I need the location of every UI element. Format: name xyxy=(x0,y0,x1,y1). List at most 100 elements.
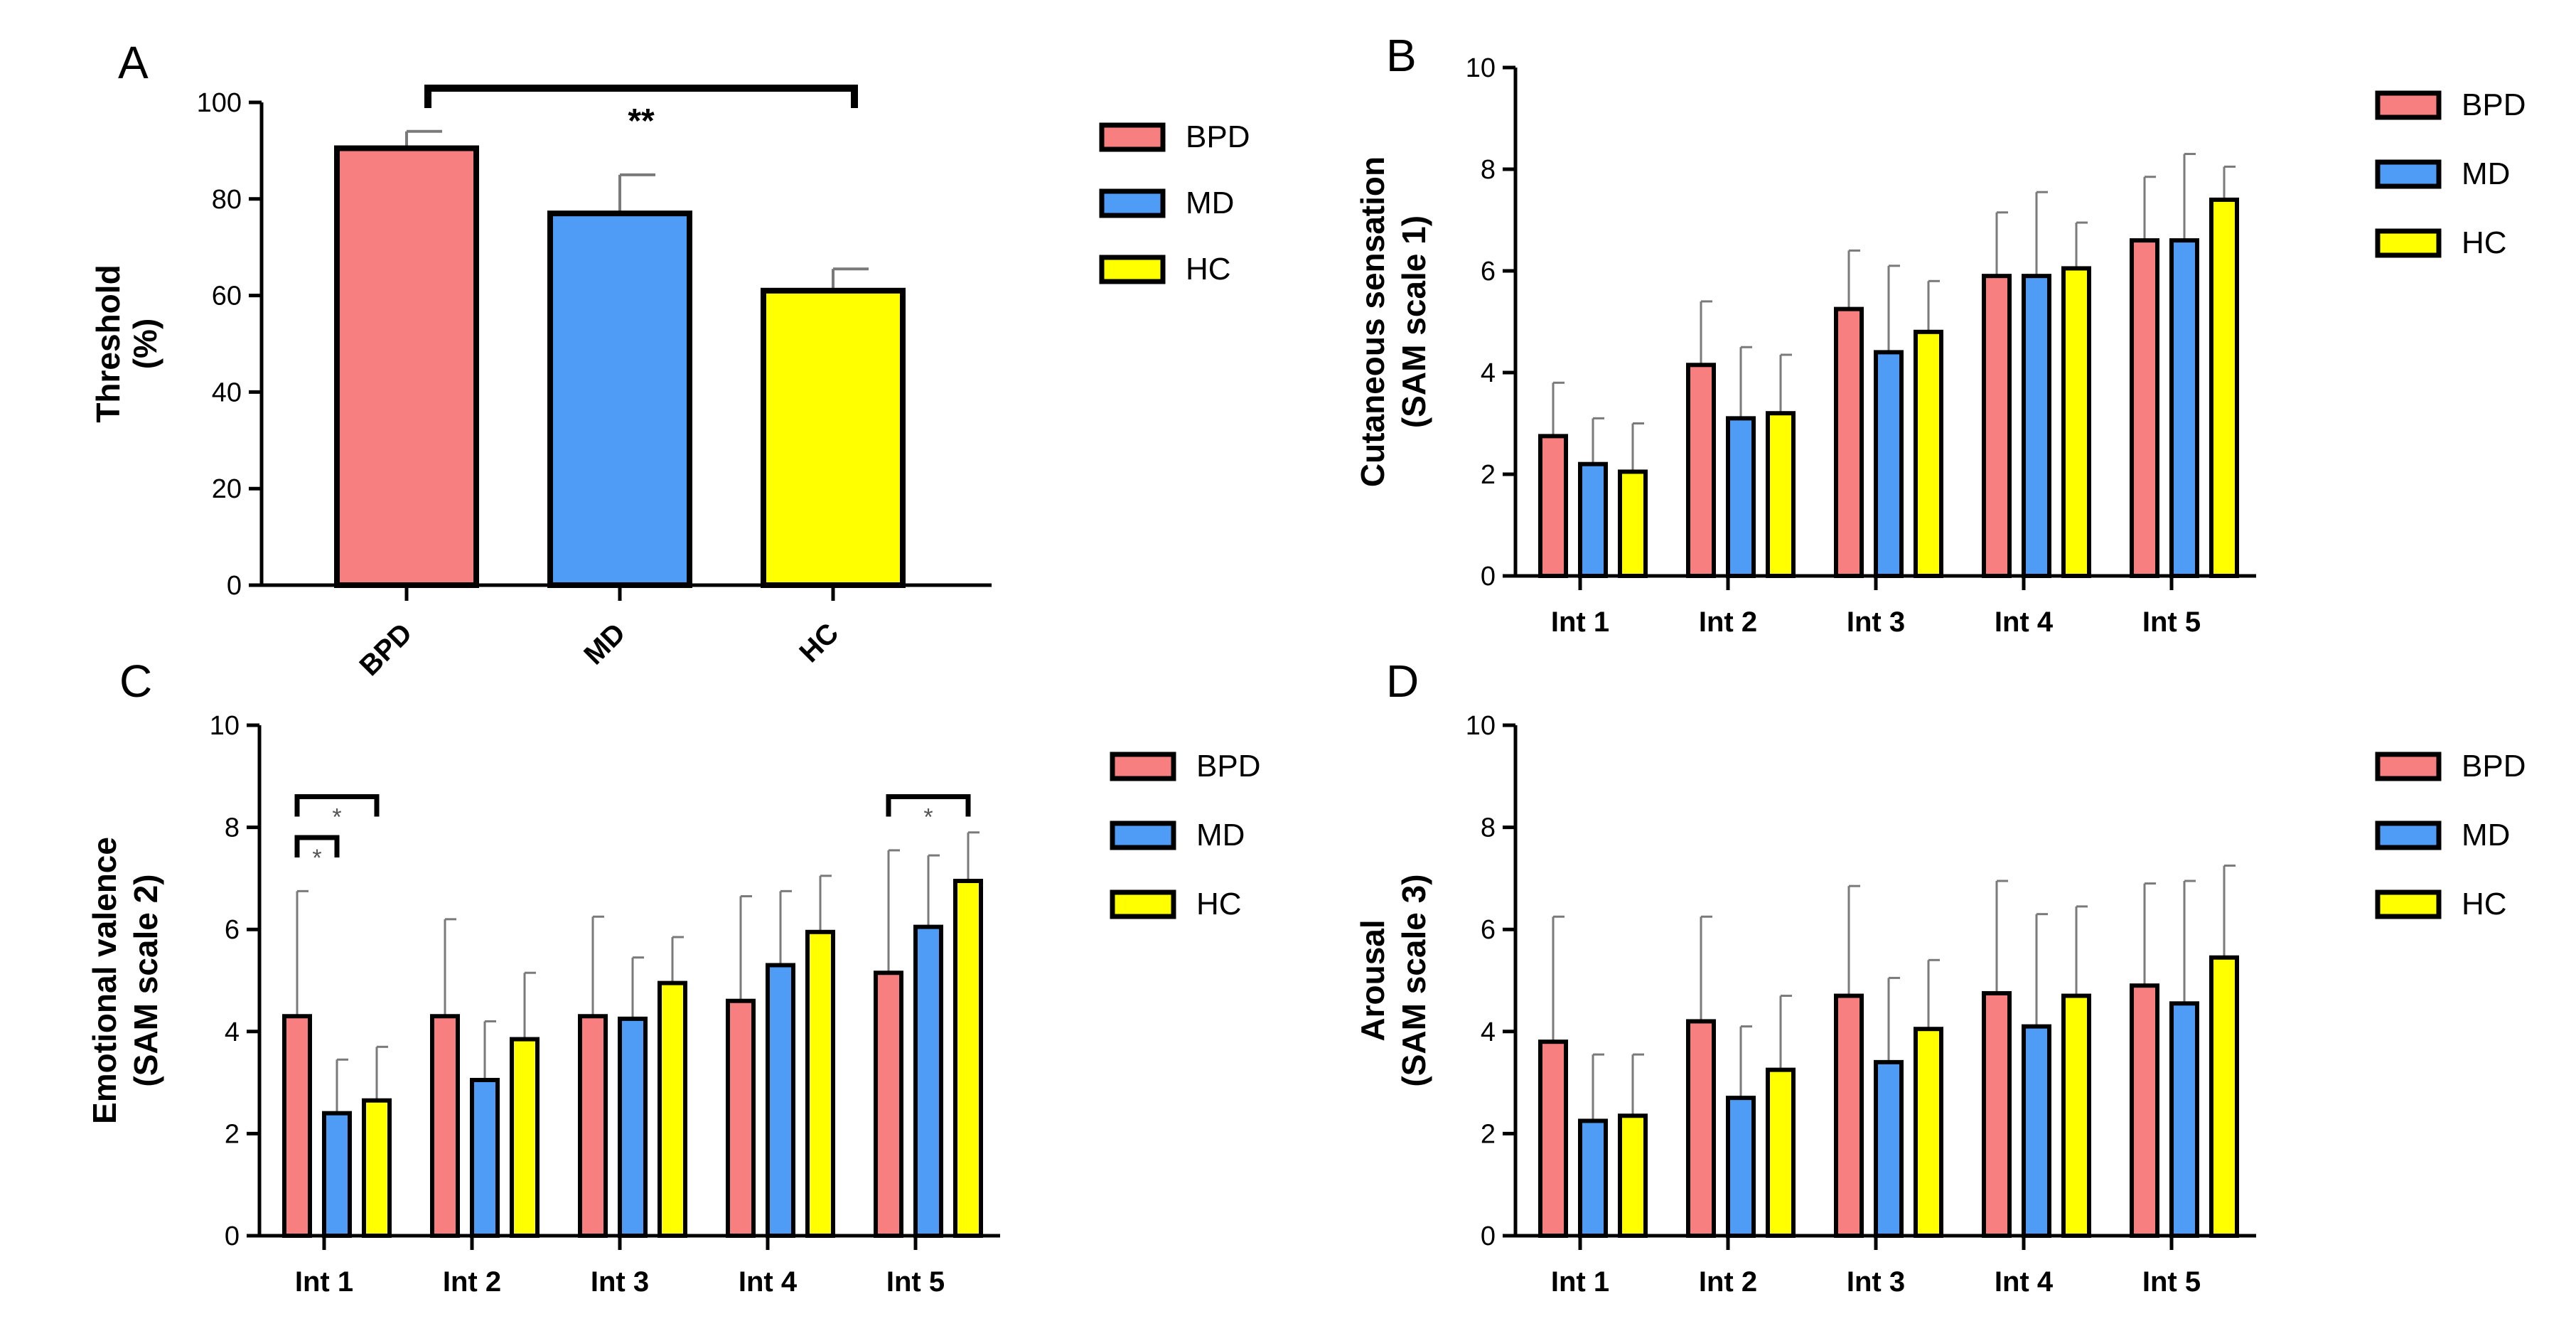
legend-swatch-hc xyxy=(2375,228,2442,258)
bar-bpd xyxy=(2130,238,2159,578)
legend-label: HC xyxy=(1196,887,1242,921)
bar-hc xyxy=(2209,955,2239,1238)
x-tick-label: Int 1 xyxy=(1551,606,1609,638)
bar-md xyxy=(618,1016,648,1238)
bar-bpd xyxy=(282,1014,312,1238)
legend-label: BPD xyxy=(1196,749,1260,784)
bar-bpd xyxy=(1538,1039,1568,1239)
y-axis-label: Emotional valence (SAM scale 2) xyxy=(86,837,164,1124)
bar-md xyxy=(2022,274,2051,578)
x-tick-label: Int 2 xyxy=(1699,606,1757,638)
legend-label: HC xyxy=(2462,225,2507,260)
y-tick-label: 4 xyxy=(1481,1017,1496,1047)
y-tick-label: 2 xyxy=(1481,1119,1496,1149)
bar-hc xyxy=(805,929,835,1239)
y-tick-label: 10 xyxy=(1466,711,1496,741)
significance-bracket xyxy=(294,794,380,817)
y-axis-label-line: (SAM scale 2) xyxy=(127,874,164,1086)
legend-label: BPD xyxy=(2462,749,2526,784)
y-axis-label-line: (SAM scale 3) xyxy=(1395,874,1432,1086)
y-tick-label: 10 xyxy=(1466,53,1496,83)
bar-md xyxy=(1726,416,1756,578)
bar-md xyxy=(1726,1096,1756,1239)
x-tick-label: Int 3 xyxy=(591,1266,649,1298)
legend-label: BPD xyxy=(2462,87,2526,122)
panel-b: B 0 2 4 6 8 10 Cutaneous sensation (SAM scale 1)… xyxy=(1354,30,2526,638)
y-tick-label: 4 xyxy=(1481,358,1496,388)
x-tick-label: Int 4 xyxy=(1995,606,2054,638)
legend-label: MD xyxy=(1196,818,1245,852)
bar-bpd xyxy=(430,1014,460,1238)
y-tick-label: 4 xyxy=(225,1017,240,1047)
bar-hc xyxy=(1766,411,1796,579)
bar-md xyxy=(2169,1001,2199,1239)
bar-md xyxy=(547,210,692,589)
significance-bracket xyxy=(424,85,858,108)
panel-letter: B xyxy=(1386,30,1417,81)
bar-hc xyxy=(1618,469,1648,578)
significance-label: ** xyxy=(628,102,655,140)
bar-bpd xyxy=(1538,434,1568,578)
bar-hc xyxy=(2061,266,2091,578)
legend-swatch-hc xyxy=(1110,889,1176,919)
significance-label: * xyxy=(312,845,321,872)
bar-hc xyxy=(2061,993,2091,1239)
legend-swatch-md xyxy=(2375,820,2442,850)
x-tick-label: Int 2 xyxy=(443,1266,501,1298)
legend-swatch-bpd xyxy=(1099,122,1166,152)
bar-bpd xyxy=(1834,993,1864,1239)
panel-letter: D xyxy=(1386,656,1419,707)
y-tick-label: 0 xyxy=(1481,1222,1496,1251)
legend-label: HC xyxy=(2462,887,2507,921)
x-tick-label: Int 1 xyxy=(295,1266,353,1298)
panel-d: D 0 2 4 6 8 10 Arousal (SAM scale 3) Int 1 Int 2 In… xyxy=(1354,656,2526,1298)
x-tick-label: Int 5 xyxy=(2142,1266,2201,1298)
bar-md xyxy=(2022,1024,2051,1238)
bar-bpd xyxy=(2130,983,2159,1239)
legend-swatch-bpd xyxy=(2375,752,2442,781)
significance-bracket xyxy=(294,835,340,857)
bar-md xyxy=(322,1111,352,1239)
bar-md xyxy=(1874,1059,1904,1238)
bar-md xyxy=(1874,350,1904,578)
bar-md xyxy=(2169,238,2199,578)
significance-bracket xyxy=(886,794,971,817)
x-tick-label: Int 5 xyxy=(886,1266,945,1298)
y-axis-label-line: Cutaneous sensation xyxy=(1354,156,1391,487)
bar-hc xyxy=(953,878,983,1238)
y-tick-label: 0 xyxy=(1481,562,1496,592)
bar-hc xyxy=(1914,1027,1943,1238)
y-tick-label: 8 xyxy=(1481,155,1496,185)
y-tick-label: 100 xyxy=(197,88,242,118)
y-tick-label: 10 xyxy=(210,711,240,741)
x-tick-label: Int 3 xyxy=(1847,1266,1905,1298)
y-tick-label: 6 xyxy=(225,915,240,945)
y-axis-label: Cutaneous sensation (SAM scale 1) xyxy=(1354,156,1432,487)
bar-bpd xyxy=(1834,306,1864,578)
y-axis-label: Arousal (SAM scale 3) xyxy=(1354,874,1432,1086)
x-tick-label: Int 3 xyxy=(1847,606,1905,638)
bar-bpd xyxy=(1982,274,2012,578)
bar-hc xyxy=(2209,197,2239,578)
bar-hc xyxy=(658,980,687,1238)
y-axis-label-line: Threshold xyxy=(90,264,127,422)
bar-bpd xyxy=(578,1014,608,1238)
bar-hc xyxy=(761,287,906,588)
panel-letter: A xyxy=(118,37,149,88)
legend-label: HC xyxy=(1186,252,1231,287)
bar-hc xyxy=(1914,329,1943,578)
legend-swatch-md xyxy=(1110,820,1176,850)
y-tick-label: 20 xyxy=(212,474,242,504)
legend-swatch-md xyxy=(2375,159,2442,189)
legend-swatch-hc xyxy=(1099,255,1166,284)
legend-label: MD xyxy=(1186,186,1234,220)
legend-label: MD xyxy=(2462,156,2510,191)
legend-label: MD xyxy=(2462,818,2510,852)
y-tick-label: 2 xyxy=(225,1119,240,1149)
y-axis-label: Threshold (%) xyxy=(90,264,163,422)
y-tick-label: 60 xyxy=(212,282,242,311)
y-tick-label: 80 xyxy=(212,185,242,215)
y-tick-label: 8 xyxy=(1481,813,1496,843)
bar-bpd xyxy=(1982,990,2012,1238)
legend-swatch-hc xyxy=(2375,889,2442,919)
